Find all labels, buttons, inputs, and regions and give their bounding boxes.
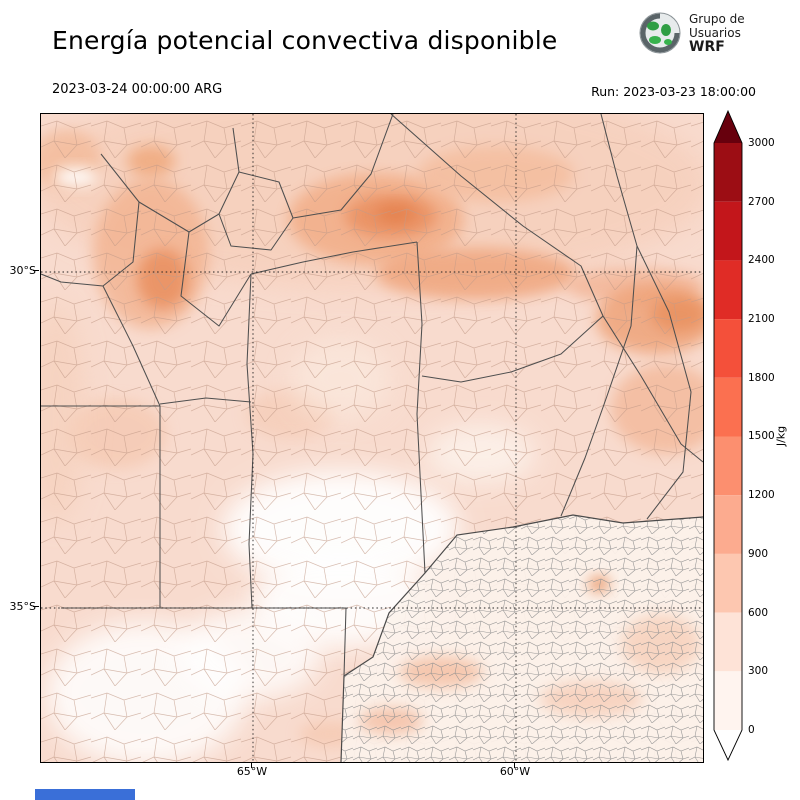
colorbar-unit-label: J/kg bbox=[774, 425, 788, 447]
axis-tick bbox=[33, 270, 39, 271]
province-borders bbox=[41, 114, 703, 677]
colorbar-segment bbox=[714, 377, 742, 437]
colorbar-outline bbox=[713, 110, 743, 762]
lon-label-65w: 65°W bbox=[236, 765, 268, 778]
colorbar-tick: 300 bbox=[748, 665, 769, 677]
colorbar-tick: 600 bbox=[748, 607, 769, 619]
colorbar-segment bbox=[714, 553, 742, 613]
valid-time-label: 2023-03-24 00:00:00 ARG bbox=[52, 82, 223, 97]
lon-label-60w: 60°W bbox=[499, 765, 531, 778]
globe-icon bbox=[639, 12, 681, 54]
axis-tick bbox=[514, 762, 515, 768]
logo-line-2: Usuarios bbox=[689, 26, 741, 40]
colorbar-tick: 900 bbox=[748, 548, 769, 560]
axis-tick bbox=[251, 762, 252, 768]
graticule bbox=[41, 114, 703, 762]
lat-label-35s: 35°S bbox=[9, 600, 36, 613]
colorbar-tick: 1800 bbox=[748, 372, 775, 384]
page-title: Energía potencial convectiva disponible bbox=[52, 26, 558, 55]
colorbar-segment bbox=[714, 612, 742, 672]
colorbar-tick: 1200 bbox=[748, 489, 775, 501]
colorbar-tick: 2100 bbox=[748, 313, 775, 325]
colorbar-tick: 3000 bbox=[748, 137, 775, 149]
colorbar-tick: 0 bbox=[748, 724, 755, 736]
colorbar-over-arrow bbox=[714, 111, 742, 143]
logo: Grupo de Usuarios WRF bbox=[638, 11, 745, 55]
colorbar bbox=[713, 110, 743, 762]
colorbar-segment bbox=[714, 319, 742, 378]
buenos-aires-partidos bbox=[340, 514, 703, 762]
colorbar-tick: 2400 bbox=[748, 254, 775, 266]
colorbar-segment bbox=[714, 143, 742, 202]
colorbar-under-arrow bbox=[714, 730, 742, 760]
footer-blue-bar bbox=[35, 789, 135, 800]
axis-tick bbox=[33, 606, 39, 607]
logo-line-1: Grupo de bbox=[689, 12, 745, 26]
run-time-label: Run: 2023-03-23 18:00:00 bbox=[591, 84, 756, 99]
lat-label-30s: 30°S bbox=[9, 264, 36, 277]
colorbar-segment bbox=[714, 201, 742, 261]
colorbar-segment bbox=[714, 671, 742, 730]
map bbox=[40, 113, 704, 763]
colorbar-segment bbox=[714, 495, 742, 554]
colorbar-tick: 1500 bbox=[748, 430, 775, 442]
colorbar-segment bbox=[714, 260, 742, 320]
colorbar-tick: 2700 bbox=[748, 196, 775, 208]
logo-line-3: WRF bbox=[689, 39, 725, 55]
map-svg bbox=[41, 114, 703, 762]
logo-text: Grupo de Usuarios WRF bbox=[689, 12, 745, 54]
colorbar-segment bbox=[714, 436, 742, 496]
